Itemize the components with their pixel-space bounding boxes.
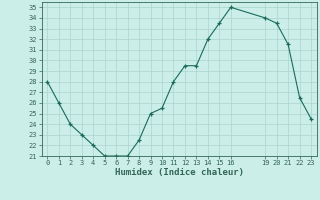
X-axis label: Humidex (Indice chaleur): Humidex (Indice chaleur) xyxy=(115,168,244,177)
